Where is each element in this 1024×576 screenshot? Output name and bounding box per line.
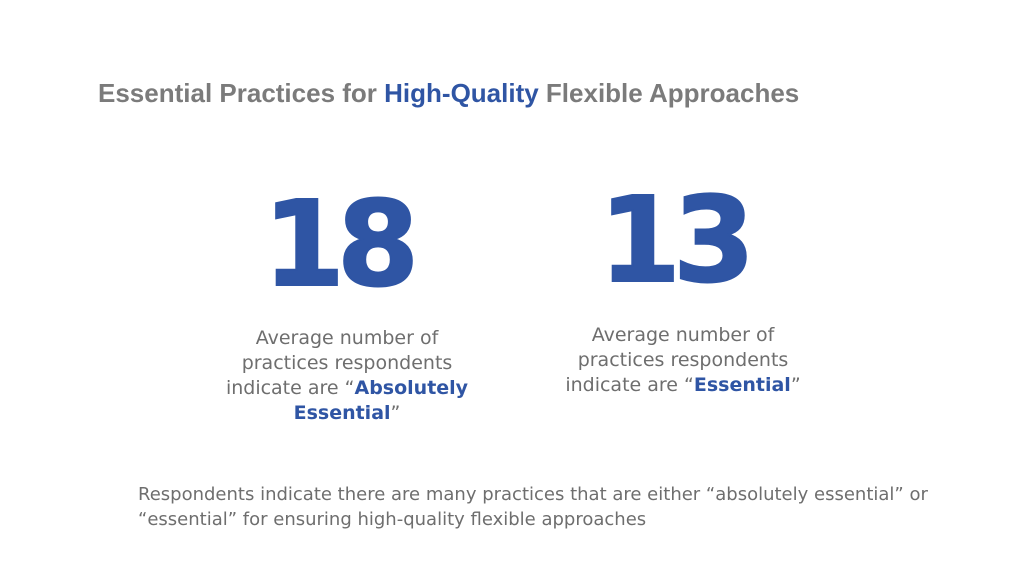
title-highlight: High-Quality — [384, 78, 539, 108]
stat-description-lead: Average number of practices respondents … — [565, 324, 789, 396]
stat-description-emphasis: Essential — [693, 374, 791, 396]
stat-description-essential: Average number of practices respondents … — [553, 323, 813, 398]
title-prefix: Essential Practices for — [98, 78, 385, 108]
stat-description-emphasis: Absolutely Essential — [293, 377, 469, 424]
page-title: Essential Practices for High-Quality Fle… — [98, 78, 799, 109]
stat-number-absolutely-essential: 18 — [262, 175, 420, 313]
title-suffix: Flexible Approaches — [538, 78, 800, 108]
stat-description-tail: ” — [790, 374, 801, 396]
summary-text: Respondents indicate there are many prac… — [138, 484, 928, 530]
stat-number-essential: 13 — [598, 171, 756, 309]
stat-description-absolutely-essential: Average number of practices respondents … — [217, 326, 477, 426]
stat-description-tail: ” — [390, 402, 401, 424]
stat-description-lead: Average number of practices respondents … — [225, 327, 453, 399]
